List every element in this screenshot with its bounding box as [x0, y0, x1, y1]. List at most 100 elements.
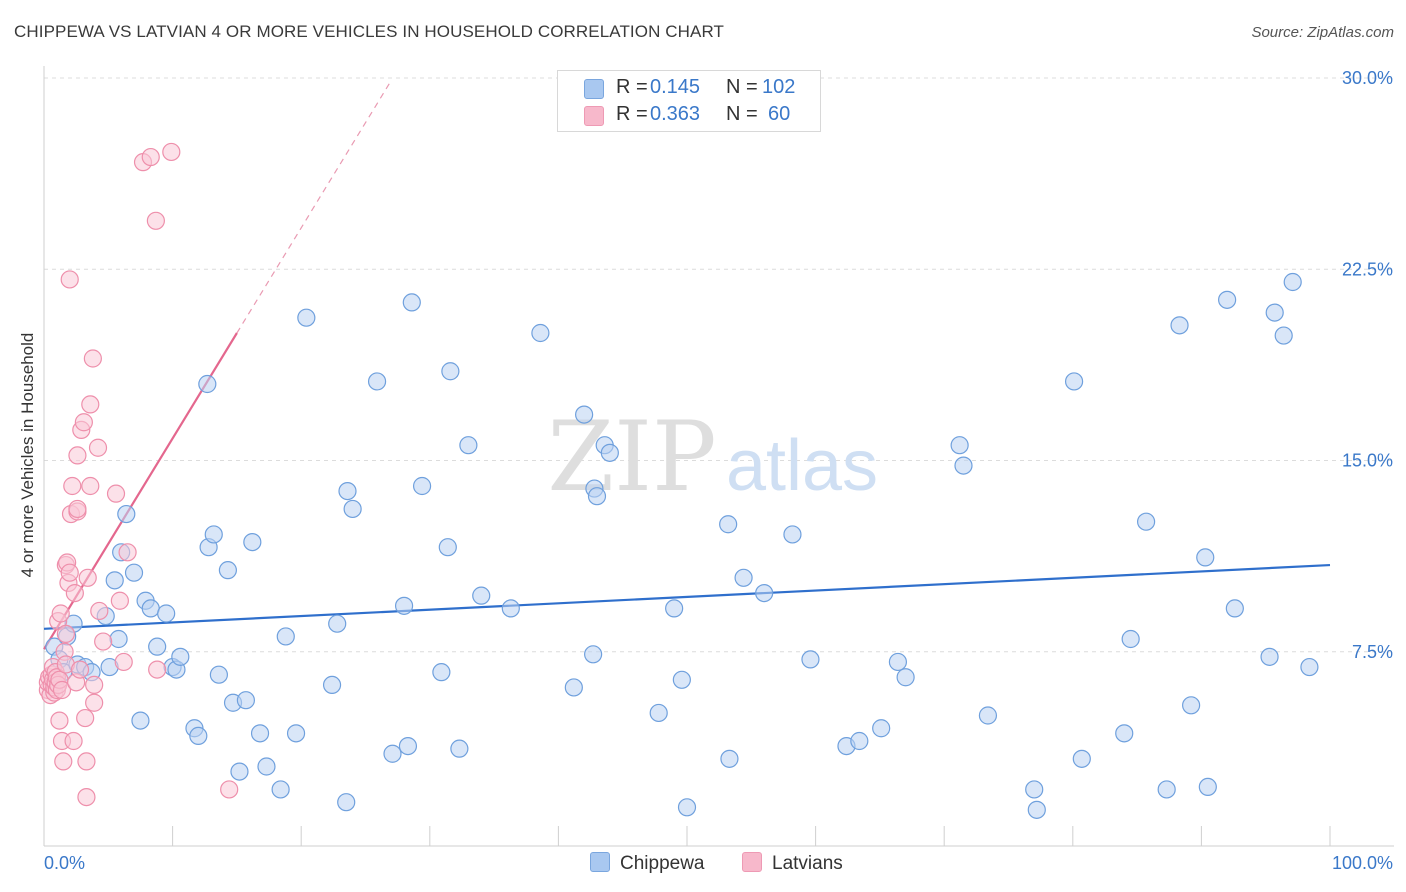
data-point-chippewa: [286, 724, 306, 743]
data-point-chippewa: [276, 627, 295, 646]
bottom-legend-swatch-chippewa: [590, 852, 610, 872]
data-point-latvians: [77, 752, 96, 771]
data-point-chippewa: [1157, 780, 1176, 799]
data-point-chippewa: [1300, 657, 1319, 677]
data-point-chippewa: [412, 476, 432, 496]
data-point-chippewa: [1027, 800, 1046, 819]
data-point-chippewa: [1218, 290, 1237, 309]
data-point-chippewa: [204, 525, 223, 544]
data-point-chippewa: [1115, 724, 1134, 743]
x-tick-label: 0.0%: [44, 853, 85, 873]
data-point-chippewa: [850, 731, 869, 751]
stats-legend: R = 0.145 N = 102 R = 0.363 N = 60: [557, 70, 821, 132]
data-point-chippewa: [432, 663, 451, 682]
data-point-chippewa: [131, 711, 150, 730]
data-point-chippewa: [755, 583, 774, 603]
watermark-zip: ZIP: [547, 401, 716, 513]
data-point-latvians: [70, 660, 90, 679]
bottom-legend-latvians: Latvians: [742, 852, 843, 875]
data-point-chippewa: [338, 482, 357, 501]
data-point-chippewa: [189, 726, 208, 746]
data-point-chippewa: [978, 706, 998, 725]
trend-lines: [43, 80, 1331, 650]
data-point-chippewa: [719, 515, 738, 534]
data-point-latvians: [78, 568, 97, 587]
legend-row-chippewa: R = 0.145 N = 102: [558, 75, 820, 101]
data-point-latvians: [85, 693, 104, 712]
data-point-latvians: [54, 752, 73, 771]
legend-n-value: 102: [762, 76, 796, 98]
data-point-chippewa: [1265, 303, 1284, 322]
data-point-chippewa: [450, 739, 469, 758]
data-point-latvians: [76, 708, 95, 728]
data-point-chippewa: [171, 647, 190, 666]
data-point-latvians: [81, 395, 100, 414]
legend-swatch-latvians: [584, 106, 604, 126]
data-point-latvians: [141, 147, 160, 167]
data-point-chippewa: [1283, 272, 1302, 292]
data-point-latvians: [68, 446, 87, 465]
data-point-chippewa: [328, 614, 347, 633]
data-point-chippewa: [257, 757, 276, 776]
data-point-latvians: [60, 270, 79, 289]
data-point-chippewa: [198, 374, 217, 394]
data-point-latvians: [162, 142, 181, 162]
data-point-latvians: [220, 780, 239, 799]
axes: [43, 66, 1394, 847]
data-point-chippewa: [584, 645, 603, 664]
data-point-chippewa: [888, 652, 908, 672]
data-point-chippewa: [501, 599, 520, 618]
data-point-chippewa: [1225, 599, 1244, 618]
data-point-chippewa: [564, 678, 583, 697]
data-point-chippewa: [236, 691, 256, 710]
data-point-chippewa: [271, 780, 290, 799]
data-point-chippewa: [124, 563, 144, 582]
data-point-chippewa: [157, 604, 176, 623]
data-point-chippewa: [218, 561, 237, 580]
data-point-chippewa: [1064, 372, 1084, 391]
data-point-chippewa: [209, 665, 228, 684]
data-point-latvians: [85, 675, 104, 695]
data-point-latvians: [148, 660, 167, 679]
data-point-latvians: [65, 583, 84, 603]
data-point-latvians: [81, 476, 100, 496]
data-point-chippewa: [141, 599, 160, 618]
data-point-latvians: [51, 604, 70, 623]
data-point-chippewa: [1196, 548, 1215, 567]
chart-title: CHIPPEWA VS LATVIAN 4 OR MORE VEHICLES I…: [14, 22, 725, 41]
data-point-latvians: [106, 484, 126, 503]
legend-r-value: 0.145: [650, 76, 701, 98]
data-point-latvians: [74, 413, 93, 432]
data-point-latvians: [60, 563, 79, 582]
bottom-legend-swatch-latvians: [742, 852, 762, 872]
data-point-latvians: [90, 601, 109, 621]
legend-n-label: N =: [726, 76, 758, 98]
data-point-latvians: [114, 652, 133, 672]
data-point-chippewa: [337, 793, 356, 812]
data-point-chippewa: [649, 703, 668, 723]
data-point-latvians: [118, 543, 137, 562]
data-point-latvians: [63, 476, 82, 496]
legend-row-latvians: R = 0.363 N = 60: [558, 102, 820, 128]
data-point-chippewa: [230, 762, 249, 781]
y-tick-label: 7.5%: [1352, 642, 1393, 662]
data-point-chippewa: [398, 736, 418, 756]
data-point-chippewa: [720, 749, 739, 768]
y-axis-label: 4 or more Vehicles in Household: [18, 332, 37, 578]
data-point-chippewa: [441, 362, 460, 381]
data-point-latvians: [64, 731, 83, 751]
data-point-chippewa: [672, 670, 691, 689]
gridlines: [44, 77, 1394, 653]
y-tick-label: 15.0%: [1342, 451, 1393, 471]
data-point-chippewa: [250, 724, 270, 743]
data-point-chippewa: [367, 372, 387, 391]
data-point-chippewa: [105, 571, 124, 590]
legend-n-label: N =: [726, 103, 758, 125]
data-point-chippewa: [1274, 326, 1293, 345]
data-points: [38, 142, 1319, 819]
data-point-chippewa: [587, 487, 607, 506]
data-point-chippewa: [600, 443, 619, 462]
data-point-chippewa: [665, 599, 684, 618]
legend-n-value: 60: [768, 103, 791, 125]
x-tick-label: 100.0%: [1332, 853, 1393, 873]
